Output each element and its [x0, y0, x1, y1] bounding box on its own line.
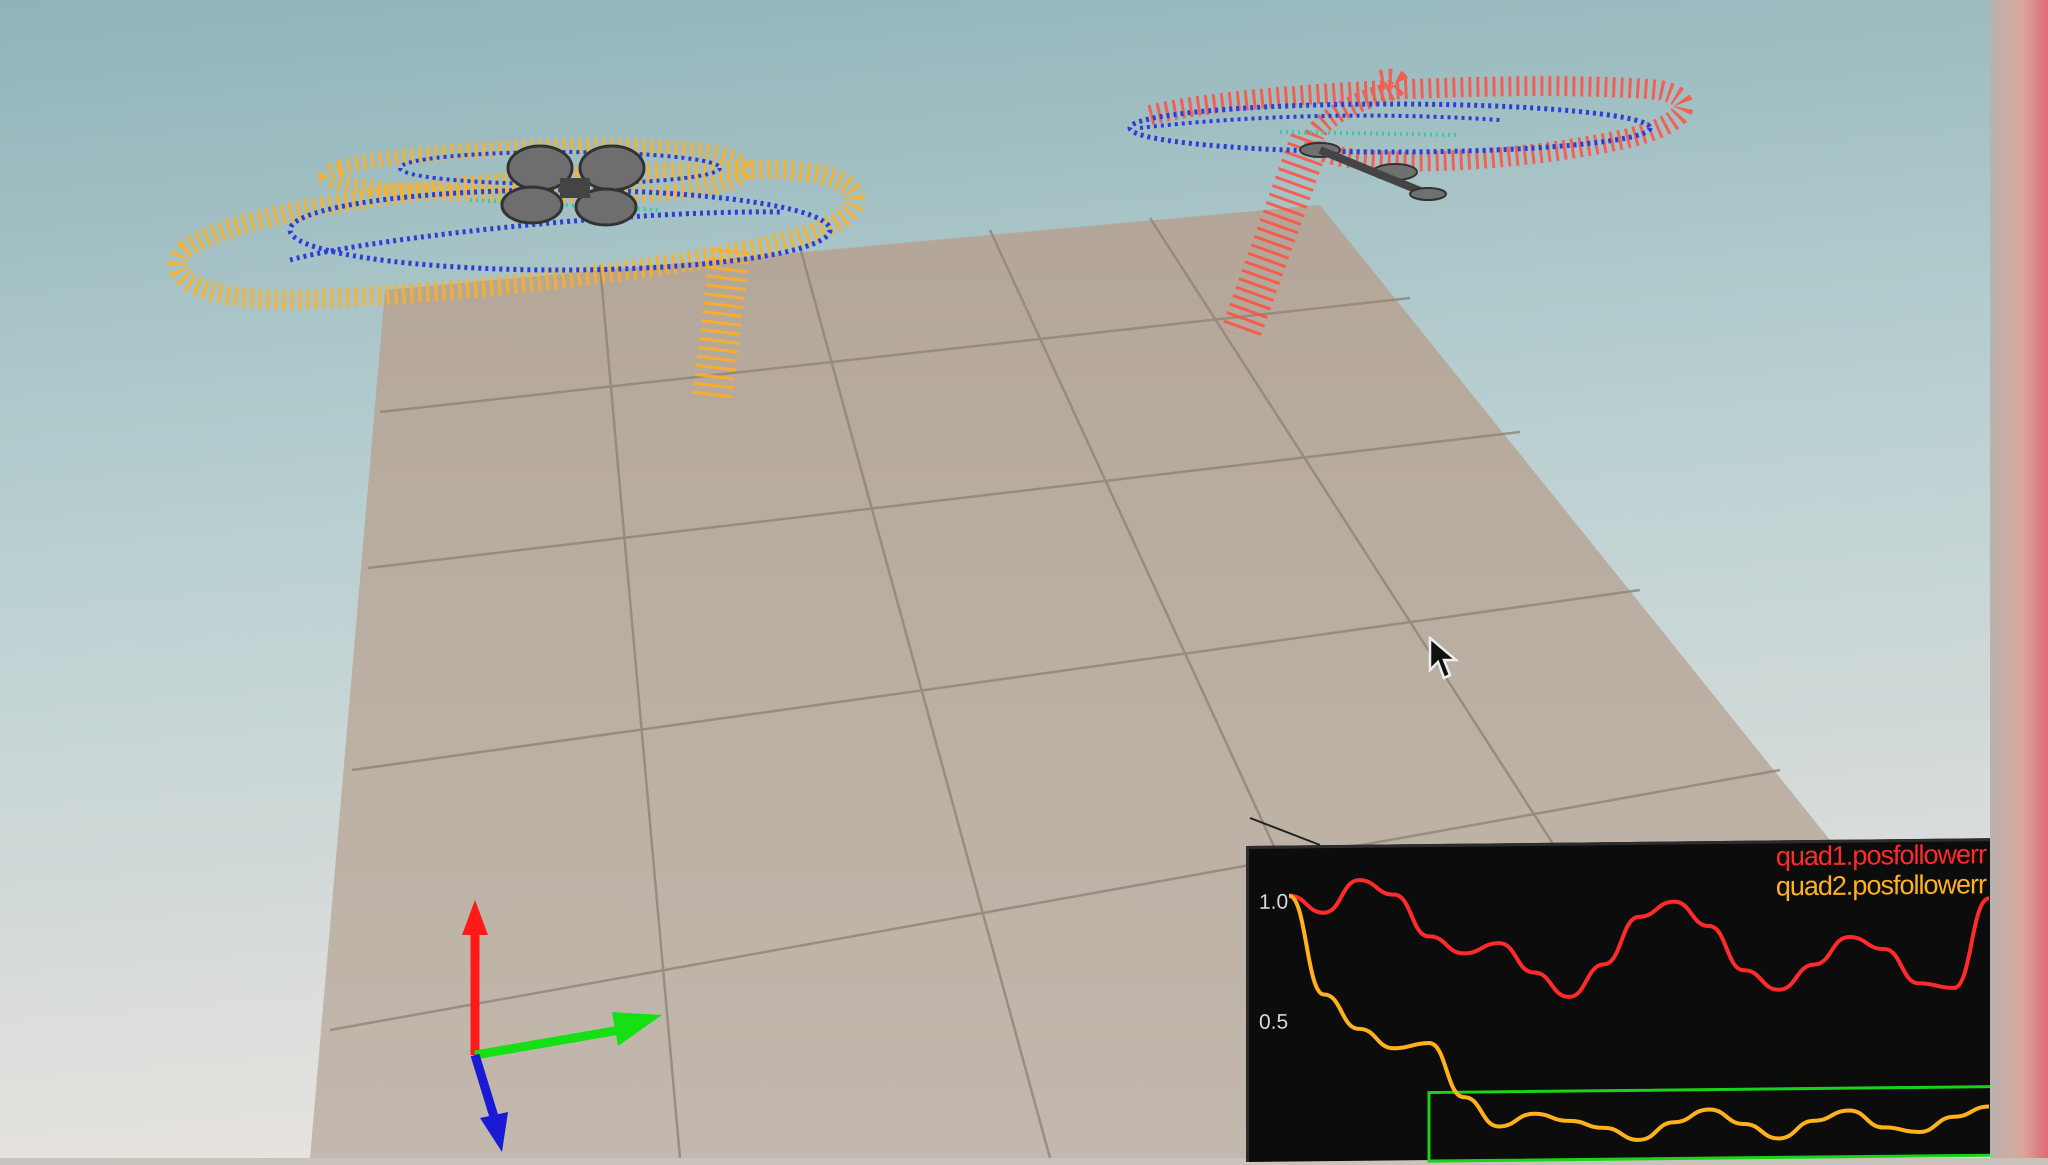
quad1-drone-icon	[1299, 142, 1447, 201]
quad2-drone-icon	[500, 144, 646, 227]
legend-quad1: quad1.posfollowerr	[1775, 839, 1986, 872]
ytick-1-0: 1.0	[1259, 890, 1289, 914]
x-axis-arrow	[470, 1053, 500, 1122]
ytick-0-5: 0.5	[1259, 1010, 1289, 1034]
legend-quad2: quad2.posfollowerr	[1775, 869, 1986, 902]
quad1-trajectory	[1127, 68, 1694, 342]
mouse-cursor-icon	[1428, 636, 1460, 680]
error-plot-panel: quad1.posfollowerr quad2.posfollowerr 1.…	[1246, 838, 2008, 1163]
monitor-bezel	[1990, 0, 2048, 1158]
series-line-2	[1288, 893, 1990, 1142]
y-axis-arrow	[474, 1025, 621, 1060]
series-line-1	[1288, 878, 1990, 999]
threshold-box	[1427, 1085, 2006, 1163]
axes-gizmo	[462, 900, 662, 1152]
